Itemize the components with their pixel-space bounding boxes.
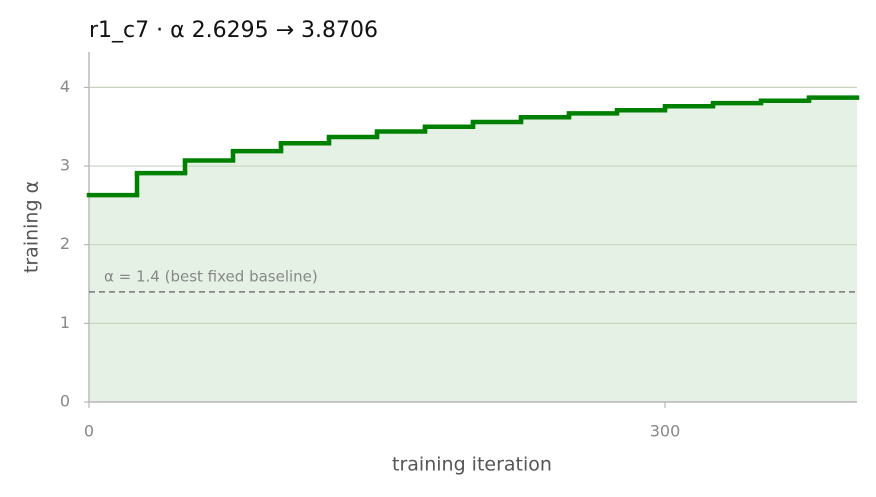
area-fill bbox=[377, 131, 425, 402]
area-fill bbox=[329, 136, 377, 402]
reference-label: α = 1.4 (best fixed baseline) bbox=[104, 267, 318, 285]
area-fill bbox=[617, 110, 665, 403]
area-fill bbox=[89, 195, 137, 402]
area-fill bbox=[761, 100, 809, 403]
y-tick-label: 1 bbox=[60, 313, 70, 332]
area-fill bbox=[665, 106, 713, 403]
y-axis-label: training α bbox=[21, 181, 43, 273]
y-tick-label: 4 bbox=[60, 77, 70, 96]
x-axis-label: training iteration bbox=[392, 454, 552, 476]
area-fill bbox=[569, 113, 617, 402]
area-fill bbox=[713, 103, 761, 402]
x-tick-label: 300 bbox=[650, 422, 681, 441]
area-fill bbox=[233, 151, 281, 402]
area-fill bbox=[521, 117, 569, 403]
area-fill bbox=[473, 122, 521, 402]
area-fill bbox=[185, 160, 233, 402]
y-tick-label: 0 bbox=[60, 392, 70, 411]
area-fill bbox=[137, 173, 185, 402]
area-fill bbox=[809, 97, 857, 402]
chart-title: r1_c7 · α 2.6295 → 3.8706 bbox=[89, 18, 378, 43]
y-tick-label: 2 bbox=[60, 234, 70, 253]
y-tick-label: 3 bbox=[60, 156, 70, 175]
area-fill bbox=[281, 143, 329, 402]
x-tick-label: 0 bbox=[84, 422, 94, 441]
area-fill bbox=[425, 126, 473, 402]
